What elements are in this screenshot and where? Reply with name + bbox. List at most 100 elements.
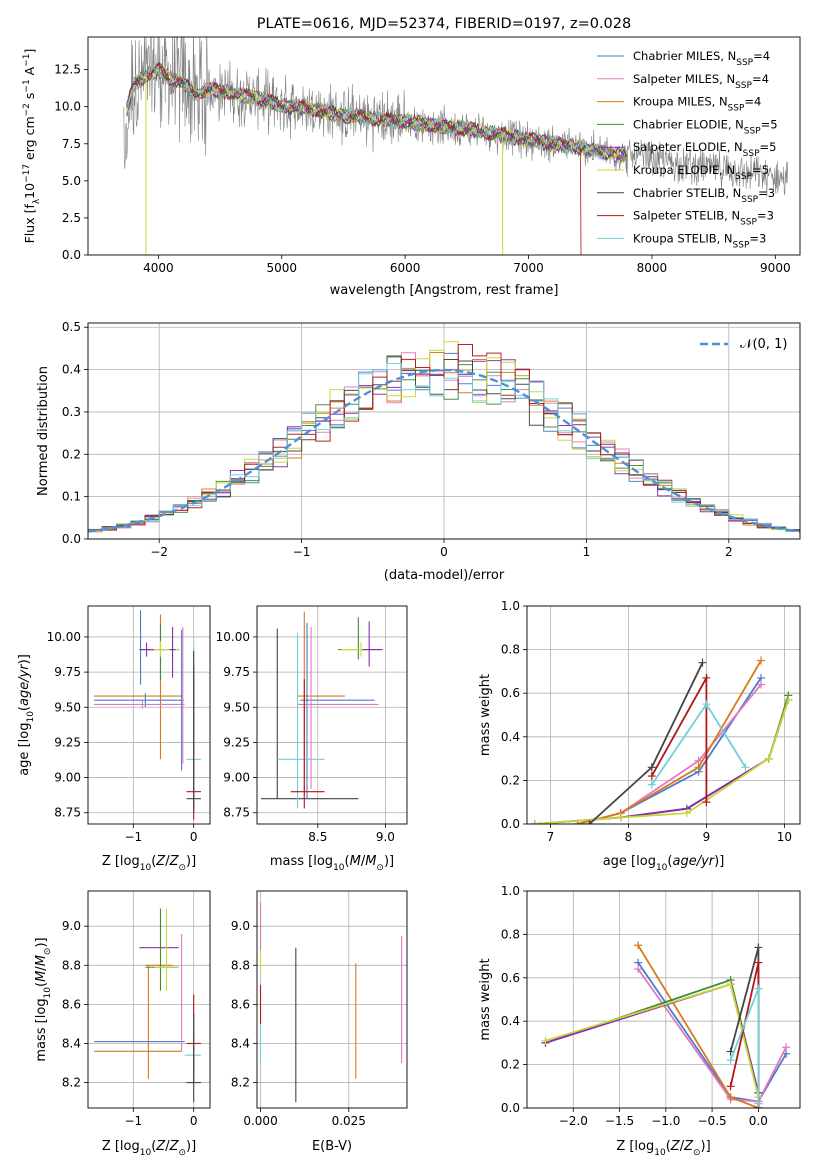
spectrum-clip-group — [123, 37, 788, 255]
label-part: )] — [701, 1139, 711, 1154]
y-tick-label: 5.0 — [62, 174, 81, 188]
errorbar-point — [145, 641, 180, 657]
axes-frame — [87, 322, 801, 540]
y-tick-label: 12.5 — [54, 63, 81, 77]
residuals-ylabel: Normed distribution — [36, 366, 51, 496]
label-part: Flux [f — [22, 204, 37, 244]
y-tick-label: 0.2 — [62, 447, 81, 461]
mass-weight-line — [545, 983, 760, 1094]
errorbar-point — [300, 622, 375, 799]
label-part: ⊙ — [178, 863, 186, 873]
mass-weight-marker — [647, 780, 656, 789]
errorbar-point — [290, 679, 325, 809]
label-part: −1 — [22, 54, 32, 67]
x-tick-label: −2.0 — [559, 1114, 588, 1128]
legend-label: Kroupa STELIB, NSSP=3 — [633, 231, 766, 250]
label-part: 10 — [22, 183, 37, 199]
label-part: =5 — [761, 117, 778, 131]
mass-weight-marker — [634, 965, 643, 974]
errorbar-point — [297, 627, 379, 789]
label-part: 10 — [333, 863, 345, 873]
label-part: Salpeter ELODIE, N — [633, 140, 743, 154]
y-tick-label: 0.1 — [62, 490, 81, 504]
normal-reference-curve — [88, 368, 800, 533]
y-tick-label: 9.0 — [62, 919, 81, 933]
label-part: ( — [34, 982, 49, 987]
errorbar-point — [181, 627, 185, 764]
label-part: SSP — [743, 149, 760, 159]
model-spectrum-line — [125, 65, 628, 161]
y-tick-label: 0.0 — [501, 817, 520, 831]
errorbar-point — [145, 908, 179, 991]
label-part: −17 — [22, 164, 32, 183]
y-tick-label: 7.5 — [62, 137, 81, 151]
label-part: ⊙ — [43, 948, 53, 956]
label-part: / — [680, 1139, 685, 1154]
y-tick-label: 2.5 — [62, 211, 81, 225]
y-tick-label: 9.25 — [223, 735, 250, 749]
mass-weight-marker — [616, 813, 625, 822]
y-tick-label: 0.0 — [62, 532, 81, 546]
label-part: )] — [186, 1139, 196, 1154]
x-tick-label: 9.0 — [376, 830, 395, 844]
mass-weight-line — [545, 978, 760, 1094]
legend-label: 𝒩(0, 1) — [740, 337, 787, 352]
label-part: age/yr — [672, 854, 715, 869]
y-tick-label: 9.00 — [54, 771, 81, 785]
label-part: ⊙ — [376, 863, 384, 873]
x-tick-label: 0.025 — [332, 1114, 366, 1128]
errorbar-point — [154, 908, 179, 991]
label-part: / — [165, 854, 170, 869]
y-tick-label: 8.8 — [231, 958, 250, 972]
errorbar-point — [277, 632, 325, 809]
y-tick-label: 1.0 — [501, 599, 520, 613]
legend-label: Chabrier STELIB, NSSP=3 — [633, 186, 775, 205]
massweight-vs-age-xlabel: age [log10(age/yr)] — [603, 854, 725, 873]
spectrum-ylabel: Flux [fλ10−17 erg cm−2 s−1 A−1] — [22, 49, 42, 244]
model-spectrum-line — [125, 66, 628, 163]
label-part: −2 — [22, 103, 32, 116]
label-part: )] — [186, 854, 196, 869]
x-tick-label: −2 — [150, 545, 168, 559]
mass-weight-marker — [741, 763, 750, 772]
y-tick-label: 10.00 — [216, 630, 250, 644]
y-tick-label: 0.8 — [501, 643, 520, 657]
label-part: (0, 1) — [752, 337, 787, 352]
label-part: Kroupa ELODIE, N — [633, 163, 735, 177]
label-part: =3 — [758, 186, 775, 200]
massweight-vs-Z-clip-group — [541, 941, 791, 1108]
legend-label: Salpeter MILES, NSSP=4 — [633, 72, 769, 91]
mass-weight-line — [577, 677, 762, 824]
age-vs-Z-clip-group — [94, 610, 201, 820]
mass-weight-marker — [726, 980, 735, 989]
mass-weight-marker — [698, 658, 707, 667]
age-vs-mass-panel: 8.5 9.0 8.75 9.00 9.25 9.50 9.75 10.00 mass [log… — [216, 605, 408, 873]
label-part: ( — [151, 854, 156, 869]
mass-weight-marker — [784, 695, 793, 704]
mass-weight-line — [545, 983, 760, 1098]
y-tick-label: 0.3 — [62, 405, 81, 419]
errorbar-point — [338, 617, 379, 660]
y-tick-label: 0.4 — [62, 363, 81, 377]
label-part: ( — [17, 706, 32, 711]
x-tick-label: −1 — [293, 545, 311, 559]
mass-weight-line — [637, 968, 787, 1103]
x-tick-label: 0.000 — [243, 1114, 277, 1128]
x-tick-label: 9000 — [760, 261, 791, 275]
residuals-xlabel: (data-model)/error — [384, 568, 505, 583]
legend-label: Salpeter STELIB, NSSP=3 — [633, 209, 774, 228]
label-part: 10 — [140, 1148, 152, 1158]
mass-weight-marker — [702, 798, 711, 807]
axes-frame — [526, 605, 801, 825]
label-part: ( — [667, 854, 672, 869]
y-tick-label: 8.2 — [231, 1076, 250, 1090]
label-part: λ — [32, 198, 42, 204]
x-tick-label: −1.5 — [605, 1114, 634, 1128]
errorbar-point — [94, 693, 182, 708]
y-tick-label: 10.00 — [47, 630, 81, 644]
label-part: Z — [169, 854, 180, 869]
errorbar-point — [139, 610, 166, 685]
